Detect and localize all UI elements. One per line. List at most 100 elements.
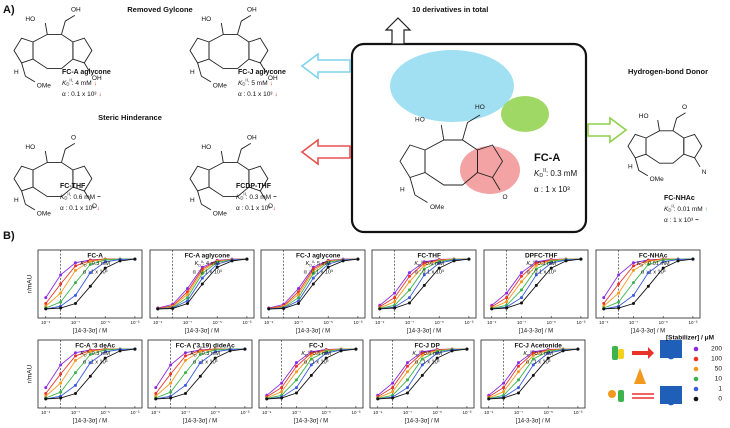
x-tick-label: 10⁻⁷ — [629, 320, 638, 325]
legend-title: [Stabilizer] / μM — [666, 335, 714, 342]
legend-swatch — [693, 356, 699, 362]
kd-sup: II — [308, 350, 310, 354]
x-tick-label: 10⁻⁹ — [599, 320, 608, 325]
data-point — [405, 361, 409, 365]
kd-sup: II — [533, 260, 535, 264]
alpha-value: α : 0.1 x 10³ — [60, 205, 95, 212]
data-point — [59, 396, 63, 400]
data-point — [602, 307, 606, 311]
panel-label: B) — [3, 230, 15, 242]
data-point — [311, 269, 315, 273]
data-point — [631, 281, 635, 285]
data-point — [309, 357, 313, 361]
substituents — [83, 62, 91, 73]
data-point — [422, 263, 426, 267]
data-point — [294, 370, 298, 374]
kd-sup: II — [87, 350, 89, 354]
data-point — [103, 350, 107, 354]
x-tick-label: 10⁻⁷ — [517, 320, 526, 325]
data-point — [183, 354, 187, 358]
data-point — [505, 291, 509, 295]
atom-label: OH — [92, 75, 102, 82]
kd-trend: ↑ — [705, 206, 708, 213]
data-point — [691, 257, 695, 261]
x-axis-label: [14-3-3σ] / M — [631, 329, 665, 335]
data-point — [169, 381, 173, 385]
data-point — [44, 397, 48, 401]
kd-sub: D — [418, 263, 421, 267]
kd-sub: D — [194, 353, 197, 357]
data-point — [341, 259, 345, 263]
ring-5a — [399, 144, 426, 179]
data-point — [73, 261, 77, 265]
kd-sup: II — [543, 169, 546, 175]
data-point — [531, 351, 535, 355]
ring-5b — [72, 165, 93, 192]
data-point — [452, 259, 456, 263]
atom-label: O — [268, 203, 273, 210]
substituents — [61, 143, 76, 163]
data-point — [405, 386, 409, 390]
compound-name: FC-THF — [60, 183, 86, 190]
data-point — [133, 347, 137, 351]
data-point — [420, 357, 424, 361]
data-point — [296, 292, 300, 296]
data-point — [631, 301, 635, 305]
ring-8 — [208, 33, 250, 70]
data-point — [296, 301, 300, 305]
data-point — [185, 301, 189, 305]
kd-sub: D — [64, 196, 67, 201]
data-point — [661, 260, 665, 264]
data-point — [391, 390, 395, 394]
x-axis-label: [14-3-3σ] / M — [183, 419, 217, 425]
kd-sup: II — [243, 192, 245, 197]
kd-value: : 4 mM — [72, 80, 92, 87]
kd-sub: D — [240, 196, 243, 201]
kd-label: KDII: 0.5 mM — [523, 350, 553, 357]
data-point — [576, 347, 580, 351]
thf-highlight — [460, 146, 520, 194]
x-axis-label: [14-3-3σ] / M — [73, 329, 107, 335]
data-point — [185, 296, 189, 300]
data-point — [534, 267, 538, 271]
data-point — [534, 261, 538, 265]
substituents — [220, 150, 224, 163]
data-point — [185, 287, 189, 291]
plot-title: FC-A — [87, 253, 103, 260]
data-point — [213, 350, 217, 354]
data-point — [324, 356, 328, 360]
data-point — [502, 381, 506, 385]
data-point — [519, 288, 523, 292]
data-point — [73, 351, 77, 355]
ring-5a — [189, 37, 210, 64]
kd-label: KDII: 0.6 mM ~ — [60, 192, 101, 201]
kd-symbol: K — [664, 206, 669, 213]
substituents — [694, 157, 701, 168]
data-point — [502, 390, 506, 394]
data-point — [311, 276, 315, 280]
data-point — [435, 356, 439, 360]
legend-swatch — [693, 346, 699, 352]
x-axis-label: [14-3-3σ] / M — [405, 419, 439, 425]
ring-5b — [72, 37, 93, 64]
data-point — [183, 371, 187, 375]
alpha-trend: ↓ — [98, 91, 101, 98]
data-point — [376, 397, 380, 401]
data-point — [88, 353, 92, 357]
data-point — [579, 257, 583, 261]
data-point — [519, 301, 523, 305]
data-point — [103, 266, 107, 270]
data-point — [531, 357, 535, 361]
kd-value: : 0.5 mM — [310, 351, 332, 357]
data-point — [391, 381, 395, 385]
data-point — [183, 351, 187, 355]
data-point — [516, 378, 520, 382]
x-axis-label: [14-3-3σ] / M — [296, 329, 330, 335]
data-point — [294, 378, 298, 382]
heading: Removed Gylcone — [127, 5, 192, 14]
substituents — [44, 22, 48, 35]
substituents — [462, 114, 481, 141]
kd-sub: D — [539, 173, 543, 179]
data-point — [393, 300, 397, 304]
kd-sub: D — [309, 263, 312, 267]
